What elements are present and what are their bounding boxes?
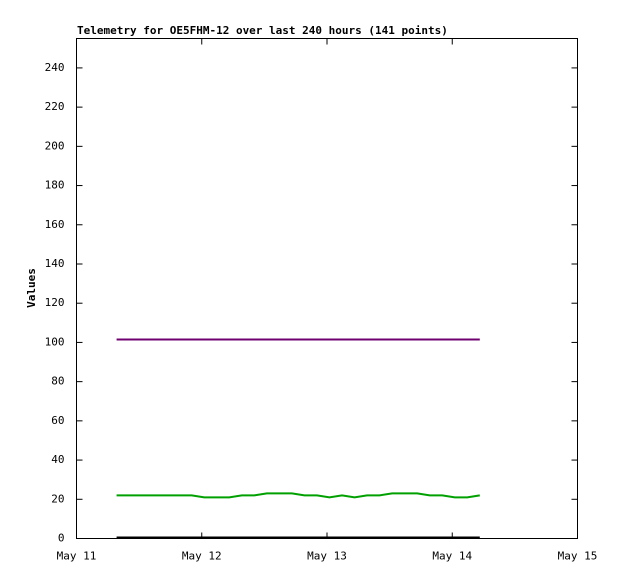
x-tick-label: May 13 xyxy=(307,550,347,563)
y-tick-label: 120 xyxy=(45,296,65,309)
chart-title: Telemetry for OE5FHM-12 over last 240 ho… xyxy=(77,24,448,37)
y-tick-label: 100 xyxy=(45,335,65,348)
y-tick-label: 20 xyxy=(51,492,64,505)
y-tick-label: 60 xyxy=(51,414,64,427)
x-tick-label: May 14 xyxy=(432,550,472,563)
y-tick-label: 220 xyxy=(45,100,65,113)
x-tick-label: May 15 xyxy=(558,550,598,563)
series-line xyxy=(116,492,480,499)
y-tick-label: 40 xyxy=(51,453,64,466)
y-tick-label: 80 xyxy=(51,375,64,388)
x-tick-label: May 12 xyxy=(182,550,222,563)
y-tick-label: 180 xyxy=(45,179,65,192)
plot-frame xyxy=(76,38,578,539)
x-tick-label: May 11 xyxy=(57,550,97,563)
y-tick-label: 240 xyxy=(45,61,65,74)
y-tick-label: 200 xyxy=(45,139,65,152)
y-axis-label: Values xyxy=(25,268,38,308)
y-tick-label: 0 xyxy=(58,532,65,545)
y-tick-label: 160 xyxy=(45,218,65,231)
y-tick-label: 140 xyxy=(45,257,65,270)
